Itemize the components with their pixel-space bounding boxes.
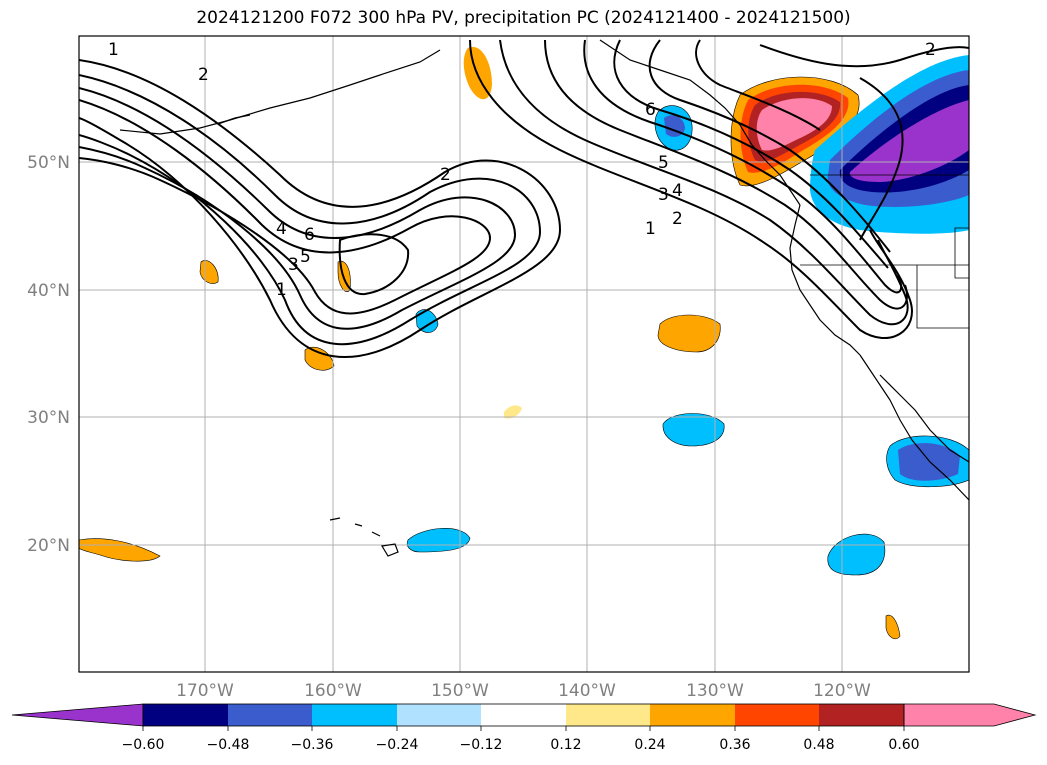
- contour-label: 2: [198, 65, 209, 85]
- lat-labels: 50°N 40°N 30°N 20°N: [27, 153, 70, 556]
- colorbar-bin: [228, 704, 312, 726]
- contour-label: 5: [300, 247, 311, 267]
- colorbar-tick-label: 0.24: [634, 737, 665, 753]
- colorbar-tick-label: −0.12: [460, 737, 503, 753]
- colorbar-tick-label: 0.48: [803, 737, 834, 753]
- colorbar-tick-label: 0.60: [888, 737, 919, 753]
- contour-label: 2: [672, 209, 683, 229]
- colorbar-tick-label: −0.36: [291, 737, 334, 753]
- contour-label: 1: [108, 40, 119, 60]
- lon-label-160w: 160°W: [304, 681, 362, 701]
- colorbar-bin: [143, 704, 228, 726]
- contour-label: 3: [658, 185, 669, 205]
- contour-label: 2: [440, 165, 451, 185]
- lon-label-140w: 140°W: [558, 681, 616, 701]
- colorbar-tick-label: −0.60: [122, 737, 165, 753]
- contour-label: 5: [658, 153, 669, 173]
- lat-label-30n: 30°N: [27, 408, 70, 428]
- lat-label-40n: 40°N: [27, 281, 70, 301]
- lon-label-150w: 150°W: [431, 681, 489, 701]
- contour-label: 1: [645, 219, 656, 239]
- colorbar-tick-label: −0.48: [207, 737, 250, 753]
- contour-label: 1: [276, 280, 287, 300]
- map-title: 2024121200 F072 300 hPa PV, precipitatio…: [196, 8, 851, 28]
- colorbar-bin: [735, 704, 819, 726]
- colorbar-tick-label: 0.36: [719, 737, 750, 753]
- contour-label: 6: [645, 100, 656, 120]
- pv-contours: [79, 39, 969, 358]
- lon-label-130w: 130°W: [686, 681, 744, 701]
- lon-labels: 170°W 160°W 150°W 140°W 130°W 120°W: [176, 681, 871, 701]
- colorbar-bin: [566, 704, 650, 726]
- lon-label-170w: 170°W: [176, 681, 234, 701]
- lat-label-50n: 50°N: [27, 153, 70, 173]
- colorbar-extend-high: [904, 704, 1035, 726]
- colorbar-extend-low: [11, 703, 144, 727]
- colorbar-bin: [650, 704, 735, 726]
- colorbar-bin: [312, 704, 397, 726]
- lon-label-120w: 120°W: [813, 681, 871, 701]
- map-frame: [78, 35, 970, 673]
- contour-labels: 1 2 3 4 5 6 2 1 2 3 4 5 6 1 2: [108, 40, 936, 300]
- contour-label: 6: [304, 225, 315, 245]
- contour-label: 4: [672, 181, 683, 201]
- colorbar: −0.60 −0.48 −0.36 −0.24 −0.12 0.12 0.24 …: [11, 703, 1037, 753]
- contour-label: 4: [276, 219, 287, 239]
- colorbar-bin: [397, 704, 481, 726]
- colorbar-bin: [819, 704, 904, 726]
- lat-label-20n: 20°N: [27, 536, 70, 556]
- contour-label: 3: [288, 255, 299, 275]
- colorbar-tick-label: −0.24: [376, 737, 419, 753]
- colorbar-bin: [481, 704, 566, 726]
- colorbar-tick-label: 0.12: [550, 737, 581, 753]
- contour-label: 2: [925, 40, 936, 60]
